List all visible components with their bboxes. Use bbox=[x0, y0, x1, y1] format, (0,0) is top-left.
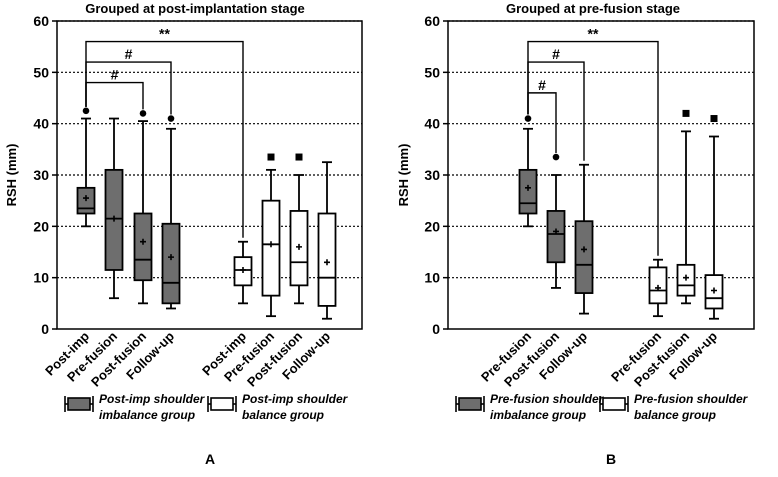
box-3 bbox=[574, 163, 594, 315]
y-tick-label: 0 bbox=[432, 321, 440, 337]
legend-label: Pre-fusion shoulder balance group bbox=[634, 392, 749, 422]
panel-a: Grouped at post-implantation stage 0 10 20 3… bbox=[4, 1, 363, 467]
box-5 bbox=[676, 109, 696, 305]
mean-marker bbox=[324, 259, 330, 266]
legend-swatch bbox=[67, 397, 91, 411]
outlier-point bbox=[139, 110, 147, 117]
y-tick-label: 20 bbox=[424, 218, 440, 234]
y-tick-label: 30 bbox=[424, 167, 440, 183]
iqr-box bbox=[574, 220, 594, 294]
box-5 bbox=[233, 240, 253, 305]
panel-label: A bbox=[205, 451, 215, 467]
y-tick-label: 50 bbox=[33, 64, 49, 80]
mean-marker bbox=[268, 241, 274, 248]
mean-marker bbox=[683, 274, 689, 281]
panel-label: B bbox=[606, 451, 616, 467]
iqr-box bbox=[161, 222, 181, 305]
mean-marker bbox=[655, 284, 661, 291]
iqr-box bbox=[518, 168, 538, 215]
legend-item-balance: Post-imp shoulder balance group bbox=[207, 392, 349, 422]
legend-swatch bbox=[458, 397, 482, 411]
box-6 bbox=[704, 115, 724, 320]
panel-b: Grouped at pre-fusion stage 0 10 20 30 40 50 60… bbox=[396, 1, 755, 467]
legend-label: Post-imp shoulder imbalance group bbox=[99, 392, 206, 422]
outlier-point bbox=[682, 109, 690, 117]
significance-label: ** bbox=[588, 26, 599, 42]
outlier-point bbox=[295, 153, 303, 161]
y-tick-label: 40 bbox=[33, 116, 49, 132]
legend-label: Pre-fusion shoulder imbalance group bbox=[490, 392, 605, 422]
box-1 bbox=[518, 115, 538, 228]
legend-swatch bbox=[210, 397, 234, 411]
significance-bracket bbox=[85, 40, 244, 238]
significance-label: # bbox=[111, 67, 119, 83]
y-tick-label: 60 bbox=[424, 13, 440, 29]
y-tick-label: 10 bbox=[424, 270, 440, 286]
box-8 bbox=[317, 161, 337, 320]
significance-label: ** bbox=[159, 26, 170, 42]
legend-item-imbalance: Post-imp shoulder imbalance group bbox=[64, 392, 206, 422]
significance-bracket bbox=[85, 81, 144, 110]
y-tick-label: 40 bbox=[424, 116, 440, 132]
mean-marker bbox=[83, 195, 89, 202]
plot-frame bbox=[56, 20, 363, 330]
mean-marker bbox=[553, 228, 559, 235]
y-tick-label: 60 bbox=[33, 13, 49, 29]
box-6 bbox=[261, 153, 281, 318]
iqr-box bbox=[546, 210, 566, 264]
chart-title: Grouped at pre-fusion stage bbox=[506, 1, 680, 16]
legend-item-balance: Pre-fusion shoulder balance group bbox=[599, 392, 749, 422]
significance-bracket bbox=[527, 92, 557, 154]
mean-marker bbox=[711, 287, 717, 294]
plot-frame bbox=[447, 20, 755, 330]
outlier-point bbox=[710, 115, 718, 123]
significance-label: # bbox=[552, 46, 560, 62]
legend-item-imbalance: Pre-fusion shoulder imbalance group bbox=[455, 392, 605, 422]
significance-label: # bbox=[538, 77, 546, 93]
y-tick-label: 10 bbox=[33, 270, 49, 286]
y-tick-label: 50 bbox=[424, 64, 440, 80]
mean-marker bbox=[240, 266, 246, 273]
outlier-point bbox=[552, 153, 560, 161]
y-tick-label: 30 bbox=[33, 167, 49, 183]
box-7 bbox=[289, 153, 309, 305]
box-4 bbox=[648, 258, 668, 318]
box-1 bbox=[76, 107, 96, 228]
outlier-point bbox=[267, 153, 275, 161]
box-4 bbox=[161, 115, 181, 310]
y-axis-label: RSH (mm) bbox=[396, 144, 411, 207]
box-2 bbox=[546, 153, 566, 289]
y-tick-label: 20 bbox=[33, 218, 49, 234]
mean-marker bbox=[168, 254, 174, 261]
outlier-point bbox=[167, 115, 175, 122]
significance-bracket bbox=[527, 40, 659, 256]
mean-marker bbox=[140, 238, 146, 245]
mean-marker bbox=[525, 184, 531, 191]
mean-marker bbox=[111, 215, 117, 222]
significance-bracket bbox=[85, 61, 172, 115]
outlier-point bbox=[82, 107, 90, 115]
legend-label: Post-imp shoulder balance group bbox=[242, 392, 349, 422]
mean-marker bbox=[581, 246, 587, 253]
box-2 bbox=[104, 117, 124, 300]
iqr-box bbox=[261, 199, 281, 297]
outlier-point bbox=[524, 115, 532, 122]
legend-swatch bbox=[602, 397, 626, 411]
iqr-box bbox=[133, 212, 153, 282]
y-axis-label: RSH (mm) bbox=[4, 144, 19, 207]
significance-label: # bbox=[125, 46, 133, 62]
mean-marker bbox=[296, 243, 302, 250]
chart-title: Grouped at post-implantation stage bbox=[85, 1, 305, 16]
box-3 bbox=[133, 110, 153, 305]
y-tick-label: 0 bbox=[41, 321, 49, 337]
